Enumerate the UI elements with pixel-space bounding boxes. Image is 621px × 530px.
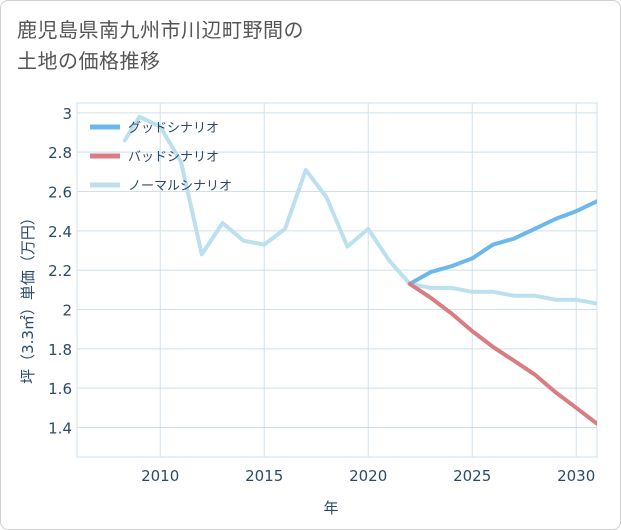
- x-axis-ticks: 2010 2015 2020 2025 2030: [141, 467, 595, 485]
- legend-label-bad: バッドシナリオ: [128, 150, 219, 165]
- x-tick-label: 2020: [349, 467, 387, 485]
- y-tick-label: 1.6: [48, 380, 72, 398]
- chart-title: 鹿児島県南九州市川辺町野間の 土地の価格推移: [17, 15, 577, 77]
- plot-frame: [76, 102, 598, 458]
- series-line-normal: [122, 114, 597, 306]
- x-tick-label: 2010: [141, 467, 179, 485]
- y-axis-label: 坪（3.3㎡）単価（万円）: [19, 210, 37, 384]
- y-tick-label: 2.6: [48, 184, 72, 202]
- series-lines: [122, 114, 597, 426]
- x-axis-label: 年: [323, 499, 338, 517]
- grid-lines: [76, 102, 598, 458]
- x-tick-label: 2015: [245, 467, 283, 485]
- series-line-good: [407, 199, 597, 286]
- chart-title-line-1: 鹿児島県南九州市川辺町野間の: [17, 18, 304, 42]
- y-tick-label: 2.2: [48, 262, 72, 280]
- y-tick-label: 2.4: [48, 223, 72, 241]
- y-tick-label: 2.8: [48, 144, 72, 162]
- y-axis-ticks: 1.4 1.6 1.8 2 2.2 2.4 2.6 2.8 3: [48, 105, 72, 438]
- x-tick-label: 2030: [557, 467, 595, 485]
- y-tick-label: 2: [62, 302, 72, 320]
- y-tick-label: 1.8: [48, 341, 72, 359]
- x-tick-label: 2025: [453, 467, 491, 485]
- y-tick-label: 3: [62, 105, 72, 123]
- series-line-bad: [407, 281, 597, 426]
- legend-label-good: グッドシナリオ: [128, 121, 219, 136]
- y-tick-label: 1.4: [48, 420, 72, 438]
- legend-label-normal: ノーマルシナリオ: [128, 179, 232, 194]
- chart-title-line-2: 土地の価格推移: [17, 49, 161, 73]
